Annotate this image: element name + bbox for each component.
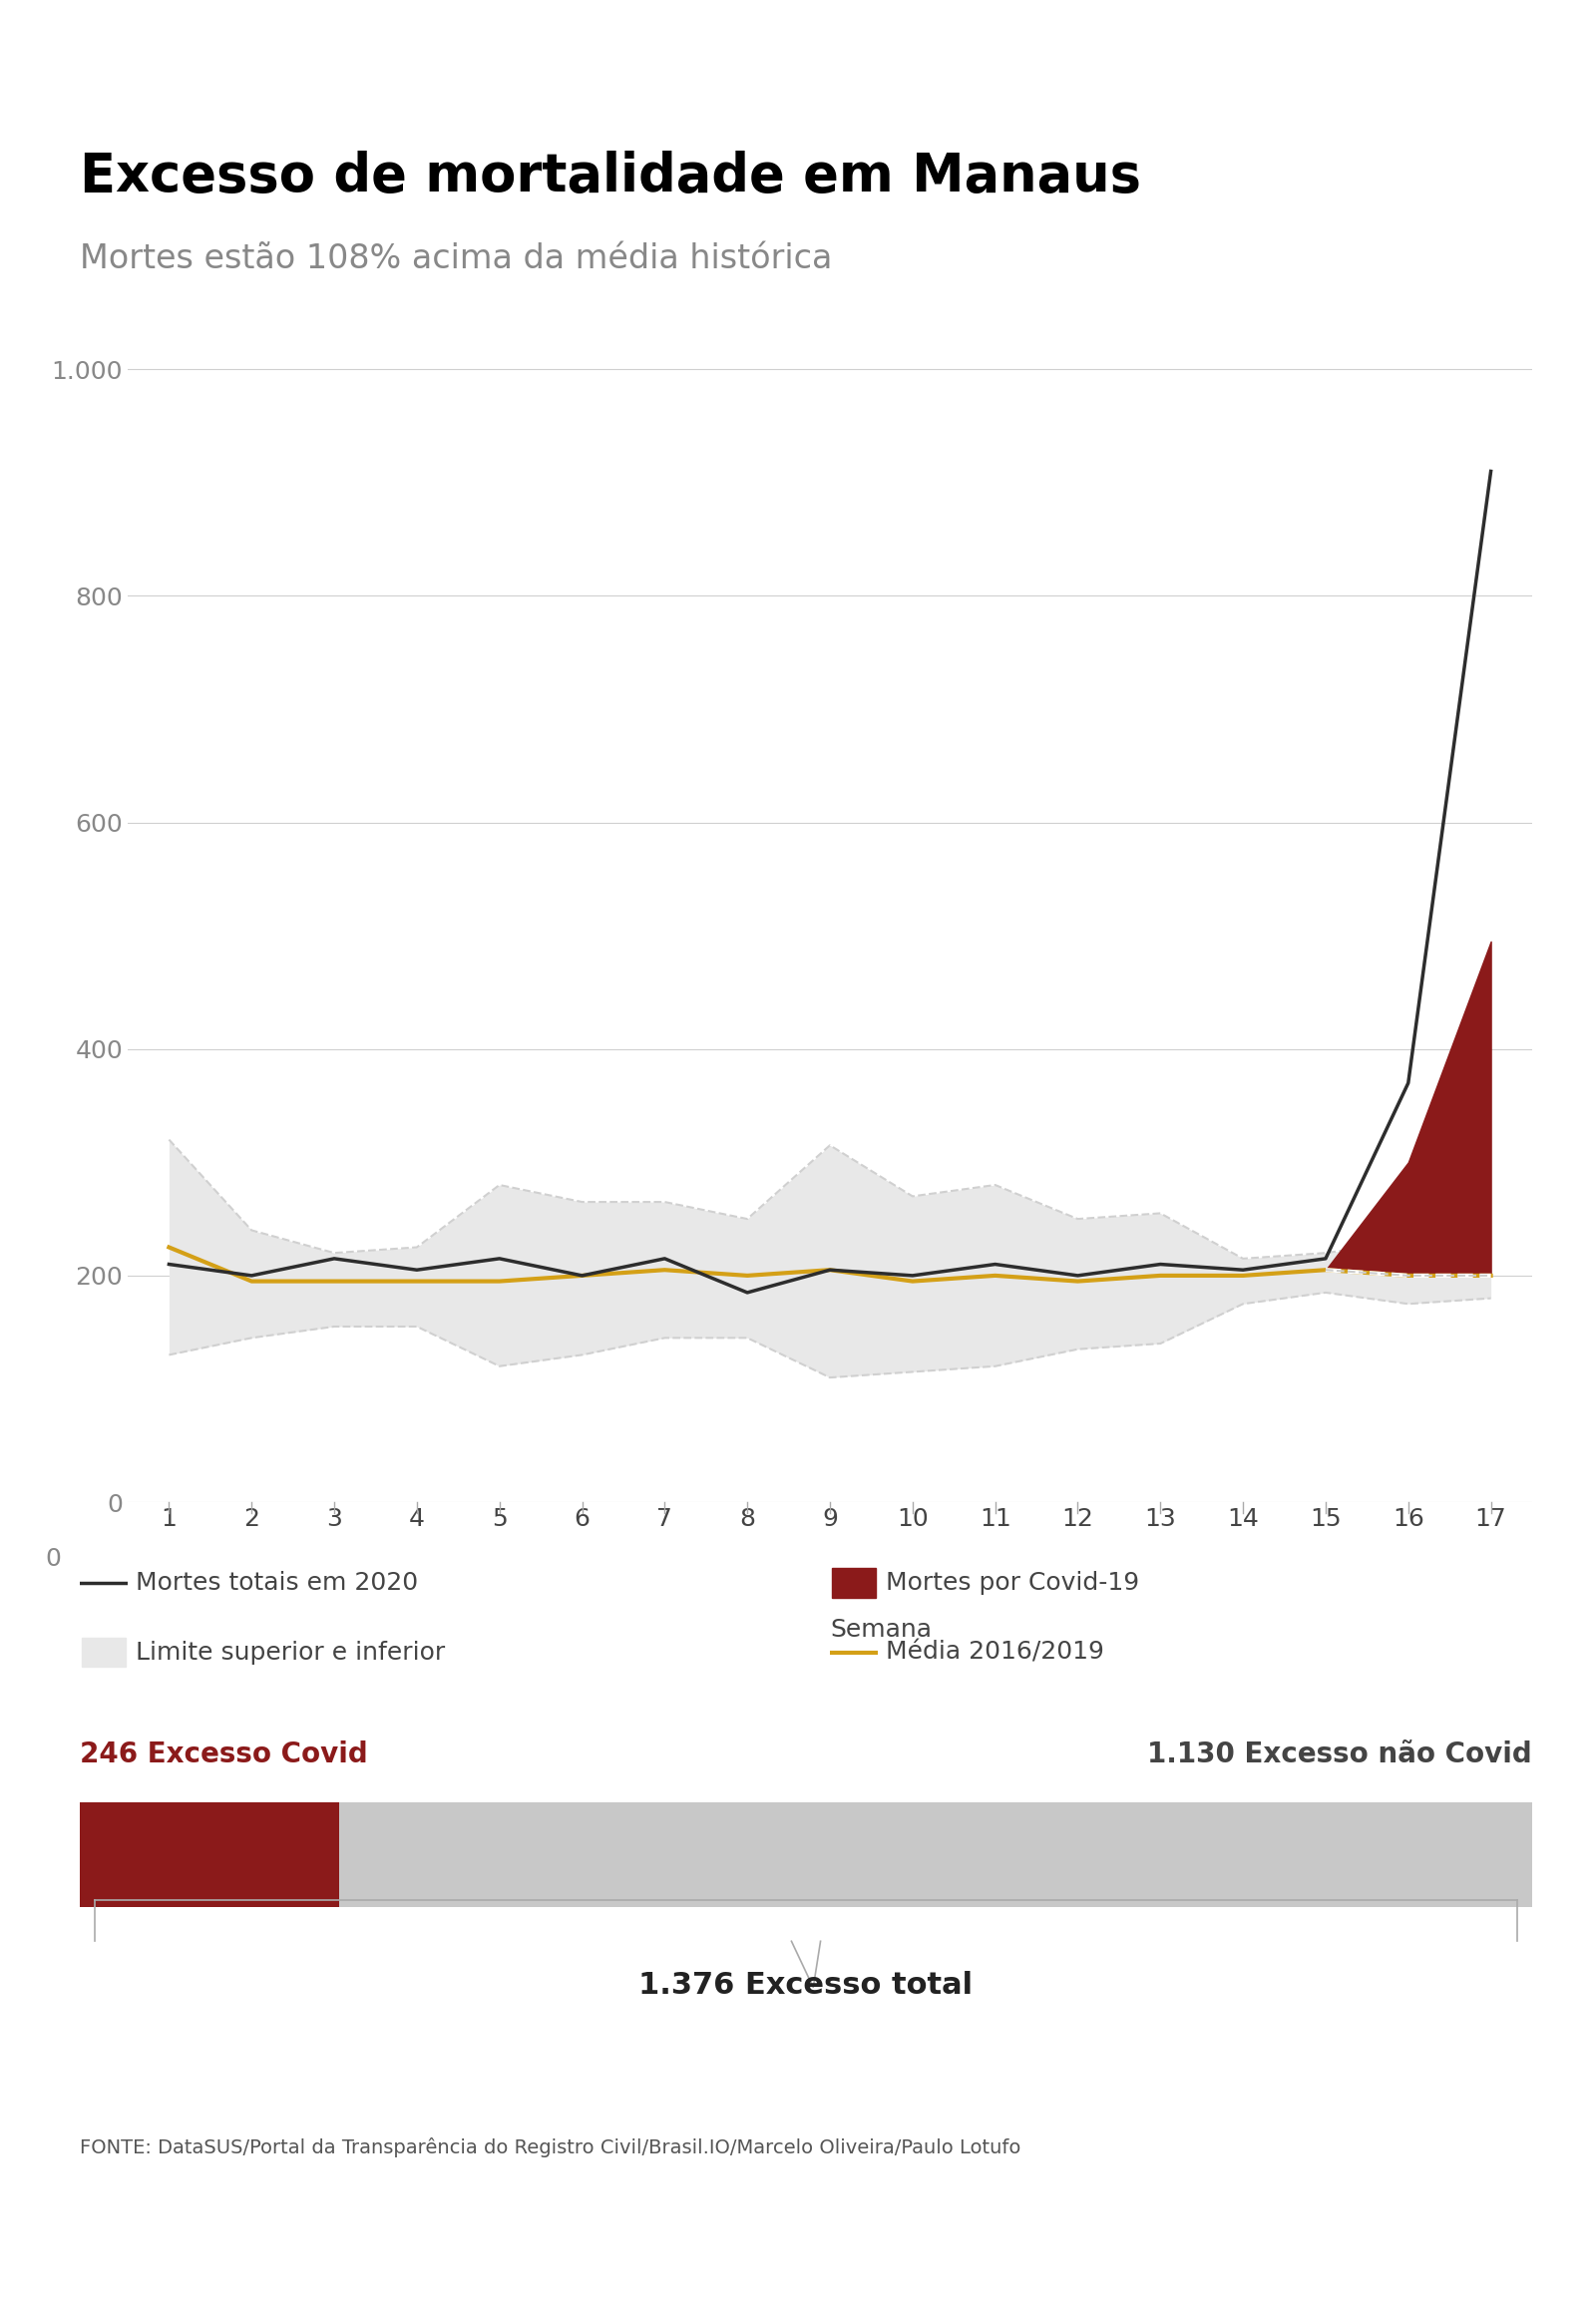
Text: Infográfico elaborado em: 04/05/2020: Infográfico elaborado em: 04/05/2020: [1109, 2249, 1532, 2272]
FancyBboxPatch shape: [340, 1803, 1532, 1907]
FancyBboxPatch shape: [83, 1638, 124, 1666]
Text: Excesso de mortalidade em Manaus: Excesso de mortalidade em Manaus: [80, 150, 1141, 201]
Text: Limite superior e inferior: Limite superior e inferior: [136, 1641, 445, 1664]
Text: G1: G1: [64, 2244, 118, 2276]
Text: FONTE: DataSUS/Portal da Transparência do Registro Civil/Brasil.IO/Marcelo Olive: FONTE: DataSUS/Portal da Transparência d…: [80, 2138, 1021, 2158]
Text: Mortes totais em 2020: Mortes totais em 2020: [136, 1571, 418, 1595]
FancyBboxPatch shape: [833, 1569, 876, 1597]
Text: Semana: Semana: [830, 1618, 932, 1641]
FancyBboxPatch shape: [80, 1803, 340, 1907]
Text: 0: 0: [46, 1548, 62, 1571]
Text: Mortes estão 108% acima da média histórica: Mortes estão 108% acima da média históri…: [80, 243, 832, 275]
Text: Mortes por Covid-19: Mortes por Covid-19: [886, 1571, 1140, 1595]
Text: 246 Excesso Covid: 246 Excesso Covid: [80, 1740, 367, 1768]
Text: 1.376 Excesso total: 1.376 Excesso total: [638, 1971, 974, 2001]
Text: 1.130 Excesso não Covid: 1.130 Excesso não Covid: [1148, 1740, 1532, 1768]
Text: Média 2016/2019: Média 2016/2019: [886, 1641, 1104, 1664]
